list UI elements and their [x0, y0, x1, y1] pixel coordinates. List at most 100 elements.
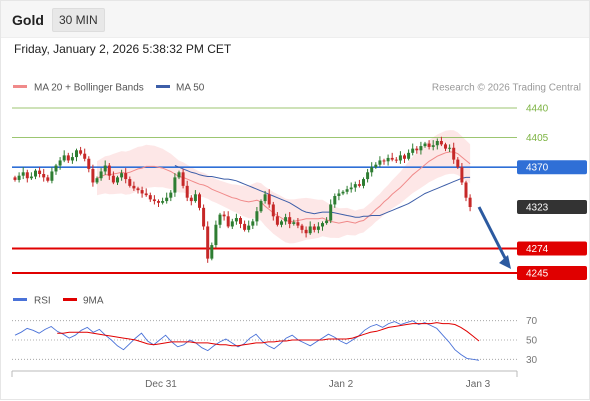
candle — [362, 177, 365, 189]
candle-body — [415, 148, 419, 151]
candle — [403, 153, 406, 163]
candle — [353, 181, 357, 192]
candle-body — [181, 172, 185, 186]
candle-body — [75, 150, 78, 158]
candle — [120, 169, 124, 181]
candle-body — [464, 182, 468, 198]
candle — [370, 162, 374, 177]
candle-body — [325, 220, 329, 224]
candle-body — [292, 222, 296, 224]
candle-body — [103, 165, 107, 172]
candle-body — [349, 187, 353, 190]
candle — [304, 226, 308, 238]
candle — [288, 212, 292, 229]
candle — [247, 220, 251, 233]
ma50-line — [174, 165, 471, 218]
ma20-legend-swatch — [13, 85, 27, 88]
candle — [280, 219, 283, 228]
candle — [349, 182, 353, 193]
candle-body — [234, 218, 238, 222]
candle — [169, 190, 173, 202]
candle — [423, 141, 427, 148]
candle-body — [157, 201, 160, 203]
candle-body — [148, 195, 152, 200]
forecast-arrow — [477, 206, 511, 269]
candle — [25, 169, 29, 183]
moving-averages — [96, 151, 471, 224]
candle — [435, 138, 439, 150]
candle-body — [288, 217, 292, 224]
rsi-axis-label: 50 — [526, 336, 538, 347]
candle — [341, 190, 345, 196]
candle-body — [394, 159, 398, 161]
ma20-line — [96, 151, 471, 224]
candle-body — [370, 167, 374, 173]
candle — [13, 175, 17, 182]
candle-body — [222, 214, 226, 217]
interval-button[interactable]: 30 MIN — [52, 8, 105, 32]
x-tick-label-jan3: Jan 3 — [466, 379, 491, 390]
candle-body — [230, 221, 234, 227]
candle-body — [128, 179, 132, 186]
candle-body — [34, 170, 37, 177]
rsi-legend-swatch — [13, 298, 27, 301]
candle — [378, 156, 382, 168]
candle-body — [407, 152, 411, 159]
candle-body — [198, 194, 201, 208]
candle — [66, 152, 70, 163]
candle — [38, 167, 42, 178]
candle-body — [366, 172, 370, 180]
candle — [34, 168, 37, 180]
candle — [337, 189, 341, 201]
candle-body — [403, 155, 406, 159]
candle — [407, 149, 411, 161]
level-label-4370-box — [517, 160, 587, 175]
candle — [218, 212, 222, 229]
candle-body — [259, 201, 263, 212]
candle-body — [374, 164, 378, 168]
rsi-legend-label: RSI — [34, 296, 51, 307]
candle — [46, 174, 50, 183]
candle — [177, 170, 181, 180]
candle — [152, 195, 156, 205]
rsi-axis-label: 30 — [526, 355, 538, 366]
candle-body — [62, 155, 66, 161]
candle-body — [124, 173, 128, 180]
candle — [300, 223, 304, 234]
bollinger-band — [97, 130, 471, 244]
candle-body — [468, 197, 472, 207]
level-lines — [12, 107, 587, 274]
candle-body — [165, 197, 169, 202]
candle-body — [390, 157, 394, 160]
candle — [419, 141, 423, 155]
level-label-4274-box — [517, 241, 587, 256]
candle — [148, 192, 152, 202]
candle — [316, 222, 320, 234]
candle — [329, 199, 333, 224]
candle — [255, 207, 259, 226]
candle — [386, 154, 390, 166]
candle — [394, 157, 398, 163]
candle-body — [116, 177, 119, 183]
candle — [460, 163, 464, 185]
candle — [230, 218, 234, 229]
candle-body — [362, 179, 365, 186]
rsi-ma-legend-swatch — [63, 298, 77, 301]
ma50-legend-swatch — [156, 85, 170, 88]
candle-body — [132, 185, 136, 189]
candle-body — [214, 224, 218, 246]
candle-body — [255, 211, 259, 222]
candle-body — [304, 229, 308, 234]
candle-body — [91, 168, 95, 183]
candle-body — [206, 226, 210, 259]
candle-body — [189, 197, 193, 202]
candle — [95, 176, 99, 185]
candle — [251, 218, 255, 229]
candle — [357, 179, 361, 188]
candle — [79, 146, 83, 156]
candle — [284, 213, 288, 225]
candle-body — [296, 222, 300, 226]
candle-body — [58, 160, 62, 166]
level-tags: 4440 4405 4370 4323 4274 4245 — [517, 104, 587, 280]
candle — [54, 163, 58, 175]
